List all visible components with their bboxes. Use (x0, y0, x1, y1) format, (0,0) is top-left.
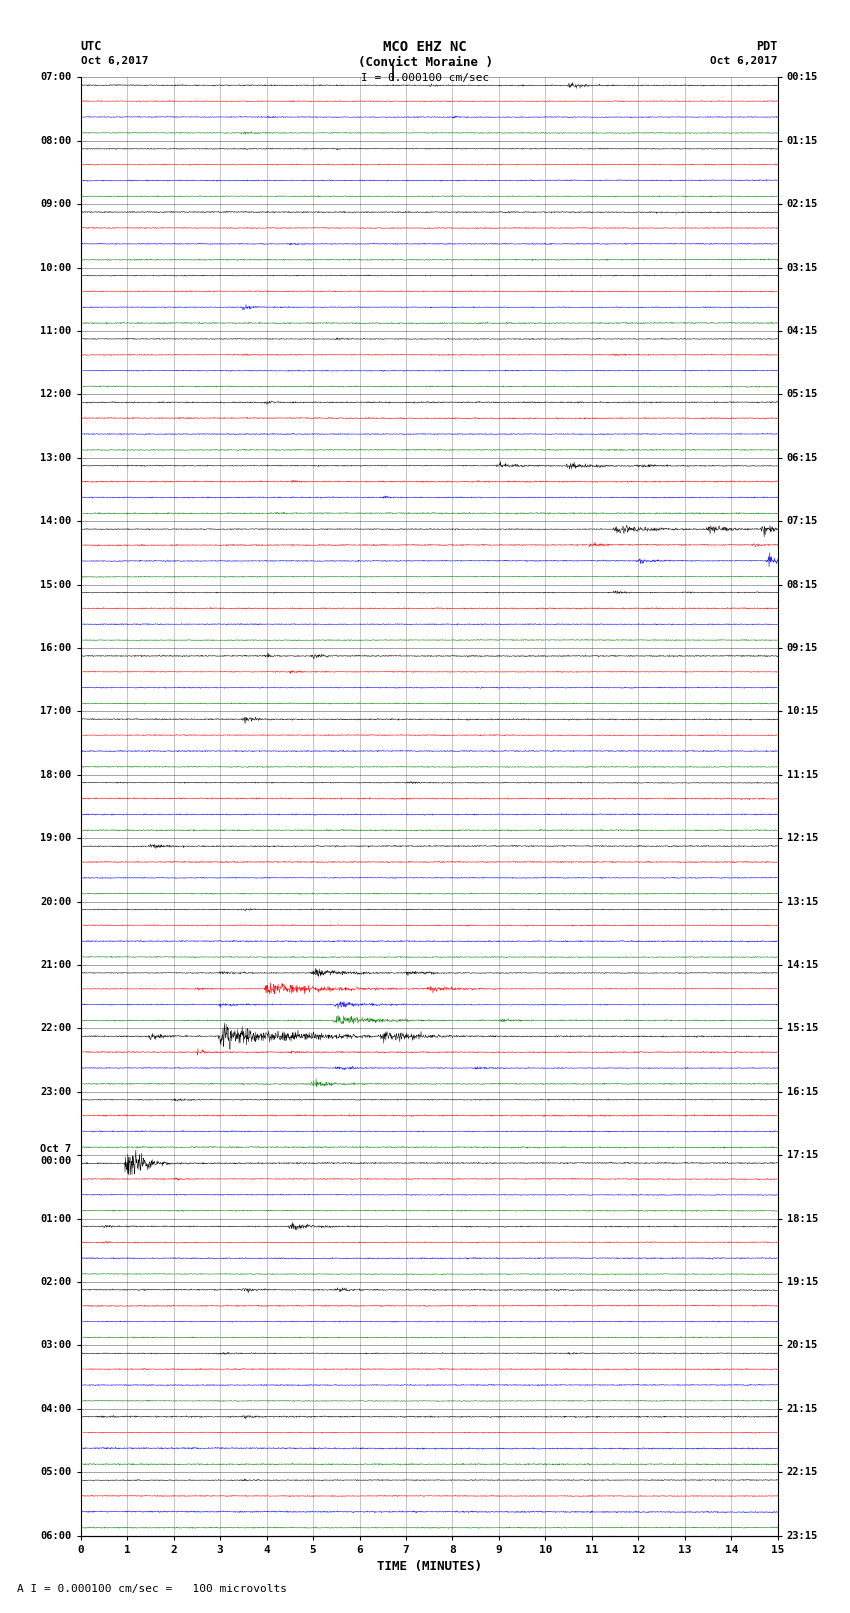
Text: A I = 0.000100 cm/sec =   100 microvolts: A I = 0.000100 cm/sec = 100 microvolts (17, 1584, 287, 1594)
Text: MCO EHZ NC: MCO EHZ NC (383, 40, 467, 55)
Text: (Convict Moraine ): (Convict Moraine ) (358, 56, 492, 69)
Text: UTC: UTC (81, 40, 102, 53)
Text: Oct 6,2017: Oct 6,2017 (711, 56, 778, 66)
Text: I = 0.000100 cm/sec: I = 0.000100 cm/sec (361, 73, 489, 82)
X-axis label: TIME (MINUTES): TIME (MINUTES) (377, 1560, 482, 1573)
Text: PDT: PDT (756, 40, 778, 53)
Text: Oct 6,2017: Oct 6,2017 (81, 56, 148, 66)
